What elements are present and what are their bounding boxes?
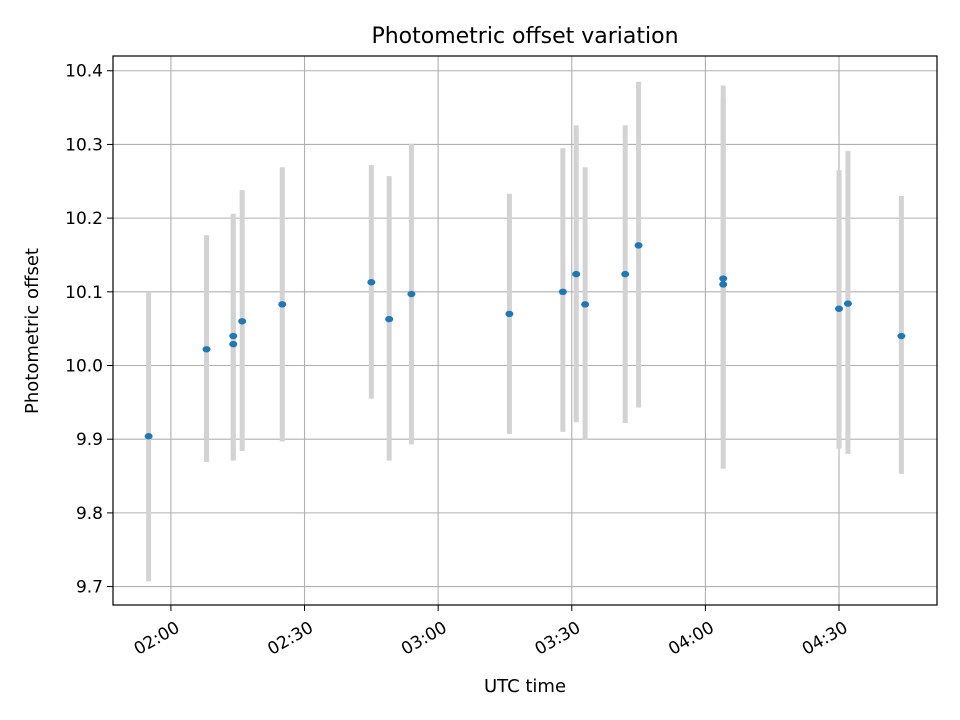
y-tick-label: 9.8 (76, 504, 103, 524)
data-point (572, 270, 581, 278)
data-point (229, 340, 238, 348)
data-point (835, 305, 844, 312)
chart-title: Photometric offset variation (371, 24, 678, 49)
x-axis-label: UTC time (484, 676, 566, 697)
y-tick-label: 9.9 (76, 430, 103, 450)
data-point (505, 310, 514, 318)
y-axis-ticks: 9.7 9.8 9.9 10.0 10.1 10.2 10.3 10.4 (65, 62, 113, 598)
data-point (558, 288, 567, 296)
y-tick-label: 10.4 (65, 62, 103, 82)
data-point (897, 332, 906, 340)
data-point (581, 301, 590, 308)
data-point (278, 301, 287, 308)
data-point (407, 290, 416, 298)
data-point (634, 242, 643, 249)
y-tick-label: 10.3 (65, 135, 103, 155)
data-points (144, 242, 906, 440)
plot-frame (112, 55, 938, 606)
y-tick-label: 9.7 (76, 578, 103, 598)
data-point (144, 433, 153, 440)
y-axis-label: Photometric offset (22, 248, 43, 414)
data-point (202, 346, 211, 353)
data-point (843, 300, 852, 307)
y-tick-label: 10.0 (65, 357, 103, 377)
data-point (238, 318, 247, 325)
data-point (719, 281, 728, 288)
y-tick-label: 10.1 (65, 283, 103, 303)
data-point (229, 332, 238, 340)
y-tick-label: 10.2 (65, 209, 103, 229)
data-point (621, 270, 630, 278)
data-point (719, 275, 728, 282)
data-point (367, 279, 376, 286)
data-point (385, 315, 394, 323)
